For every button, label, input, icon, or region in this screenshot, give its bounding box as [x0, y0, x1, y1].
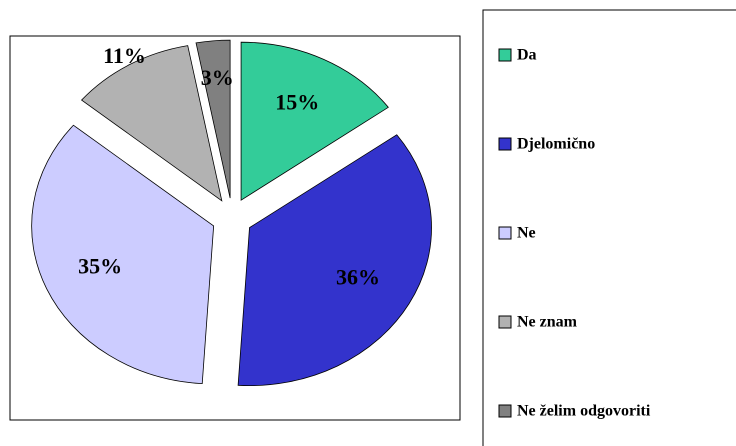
pie-slice — [240, 41, 389, 201]
legend-label: Ne želim odgovoriti — [517, 403, 651, 420]
legend-swatch — [498, 315, 512, 329]
data-label: 15% — [275, 89, 319, 114]
legend-swatch — [498, 404, 512, 418]
pie-slice — [80, 45, 223, 202]
legend-label: Ne znam — [517, 314, 578, 331]
legend-label: Djelomično — [517, 136, 595, 153]
legend-swatch — [498, 137, 512, 151]
data-label: 11% — [103, 43, 146, 68]
legend-label: Da — [517, 47, 537, 64]
legend-swatch — [498, 226, 512, 240]
legend-frame — [482, 9, 736, 446]
pie-slice — [31, 124, 215, 385]
data-label: 36% — [336, 264, 380, 289]
data-label: 3% — [201, 65, 234, 90]
legend-swatch — [498, 48, 512, 62]
pie-slice — [237, 134, 432, 387]
data-label: 35% — [78, 254, 122, 279]
legend-label: Ne — [517, 225, 536, 242]
pie-slice — [195, 39, 231, 199]
